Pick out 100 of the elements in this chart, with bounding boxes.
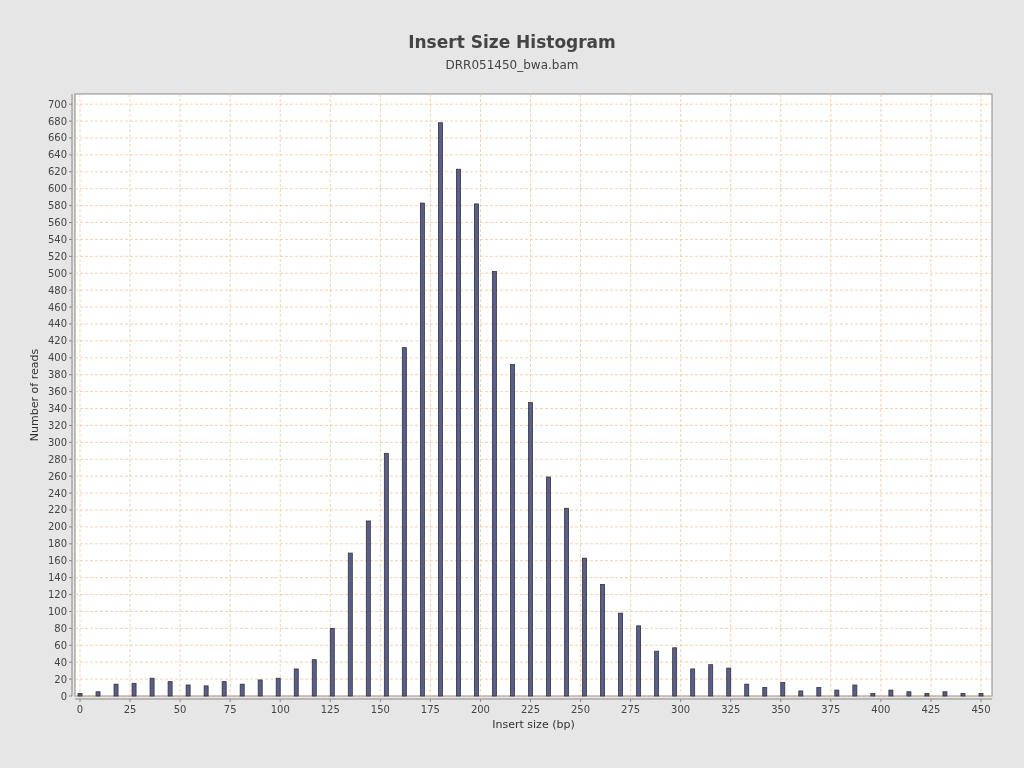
bar bbox=[438, 122, 443, 697]
y-tick-label: 520 bbox=[47, 250, 67, 262]
bar bbox=[113, 683, 119, 697]
y-tick-label: 320 bbox=[47, 419, 67, 431]
y-tick-label: 420 bbox=[47, 335, 67, 347]
bar bbox=[546, 476, 551, 697]
bar bbox=[185, 684, 191, 697]
y-tick-label: 120 bbox=[47, 589, 67, 601]
y-tick-label: 340 bbox=[47, 403, 67, 415]
bar bbox=[221, 681, 227, 697]
bar bbox=[960, 693, 966, 697]
y-tick-label: 660 bbox=[47, 132, 67, 144]
bar bbox=[257, 679, 263, 697]
x-tick-label: 400 bbox=[871, 704, 891, 715]
y-tick-label: 380 bbox=[47, 369, 67, 381]
bar bbox=[924, 693, 930, 697]
y-tick-label: 400 bbox=[47, 352, 67, 364]
y-tick-label: 480 bbox=[47, 284, 67, 296]
y-tick-label: 560 bbox=[47, 217, 67, 229]
x-tick-label: 425 bbox=[921, 704, 941, 715]
bar bbox=[798, 690, 804, 697]
y-tick-label: 300 bbox=[47, 436, 67, 448]
y-tick-label: 240 bbox=[47, 487, 67, 499]
bar bbox=[203, 685, 209, 697]
x-tick-label: 175 bbox=[420, 704, 440, 715]
x-tick-label: 225 bbox=[520, 704, 541, 715]
bar bbox=[474, 203, 479, 697]
bar bbox=[510, 364, 515, 697]
bar bbox=[131, 682, 137, 697]
bar bbox=[239, 683, 245, 697]
chart-subtitle: DRR051450_bwa.bam bbox=[445, 58, 579, 72]
bar bbox=[492, 271, 497, 697]
y-tick-label: 360 bbox=[47, 386, 67, 398]
bar bbox=[672, 647, 678, 697]
bar bbox=[870, 693, 876, 697]
y-tick-label: 0 bbox=[60, 690, 67, 702]
bar bbox=[275, 677, 281, 697]
x-tick-label: 250 bbox=[571, 704, 591, 715]
x-tick-label: 50 bbox=[173, 704, 187, 715]
bar bbox=[528, 402, 533, 697]
x-tick-label: 25 bbox=[123, 704, 137, 715]
x-tick-label: 300 bbox=[671, 704, 691, 715]
y-tick-label: 640 bbox=[47, 149, 67, 161]
bar bbox=[564, 507, 569, 697]
bar bbox=[95, 691, 101, 697]
bar bbox=[654, 650, 660, 697]
y-tick-label: 500 bbox=[47, 267, 67, 279]
x-tick-label: 0 bbox=[76, 704, 84, 715]
x-tick-label: 375 bbox=[821, 704, 841, 715]
bar bbox=[726, 667, 732, 697]
y-tick-label: 100 bbox=[47, 605, 67, 617]
bar bbox=[582, 557, 587, 697]
y-tick-label: 440 bbox=[47, 318, 67, 330]
bar bbox=[600, 583, 605, 697]
x-tick-label: 325 bbox=[721, 704, 741, 715]
bar bbox=[888, 689, 894, 697]
y-tick-label: 160 bbox=[47, 555, 67, 567]
bar bbox=[456, 168, 461, 697]
y-tick-label: 680 bbox=[47, 115, 67, 127]
bar bbox=[942, 691, 948, 697]
bar bbox=[636, 625, 642, 697]
bar bbox=[365, 520, 371, 697]
y-tick-label: 220 bbox=[47, 504, 67, 516]
bar bbox=[167, 681, 173, 697]
y-tick-label: 280 bbox=[47, 453, 67, 465]
chart-title: Insert Size Histogram bbox=[408, 32, 616, 52]
bar bbox=[816, 687, 822, 697]
bar bbox=[744, 683, 750, 697]
x-tick-label: 75 bbox=[223, 704, 237, 715]
y-tick-label: 140 bbox=[47, 572, 67, 584]
bar bbox=[762, 687, 768, 697]
x-tick-label: 450 bbox=[971, 704, 991, 715]
y-tick-label: 580 bbox=[47, 200, 67, 212]
bar bbox=[978, 693, 984, 697]
y-tick-label: 540 bbox=[47, 233, 67, 245]
y-tick-label: 200 bbox=[47, 521, 67, 533]
y-tick-label: 180 bbox=[47, 538, 67, 550]
bar bbox=[77, 693, 83, 697]
x-tick-label: 125 bbox=[320, 704, 340, 715]
x-tick-label: 150 bbox=[370, 704, 390, 715]
x-axis-title: Insert size (bp) bbox=[492, 718, 575, 731]
x-tick-label: 350 bbox=[771, 704, 791, 715]
y-tick-label: 700 bbox=[47, 98, 67, 110]
y-tick-label: 60 bbox=[54, 639, 67, 651]
bar bbox=[293, 668, 299, 697]
bar bbox=[708, 664, 714, 697]
x-tick-label: 200 bbox=[470, 704, 490, 715]
y-tick-label: 40 bbox=[54, 656, 67, 668]
bar bbox=[852, 684, 858, 697]
bar bbox=[149, 677, 155, 697]
bar bbox=[618, 612, 623, 697]
bar bbox=[401, 347, 407, 697]
bar bbox=[780, 682, 786, 697]
bar bbox=[347, 552, 353, 697]
bar bbox=[690, 668, 696, 697]
bar bbox=[834, 689, 840, 697]
bar bbox=[329, 627, 335, 697]
y-tick-label: 460 bbox=[47, 301, 67, 313]
bar bbox=[383, 452, 389, 697]
y-tick-label: 600 bbox=[47, 183, 67, 195]
